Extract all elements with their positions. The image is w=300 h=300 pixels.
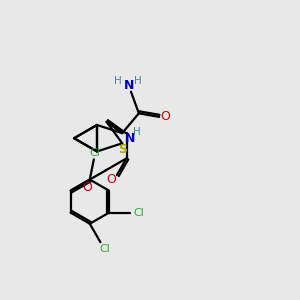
Text: S: S [118,143,127,156]
Text: Cl: Cl [133,208,144,218]
Text: H: H [114,76,122,85]
Text: H: H [133,127,141,136]
Text: N: N [125,132,135,145]
Text: O: O [107,173,117,186]
Text: Cl: Cl [90,148,101,158]
Text: Cl: Cl [99,244,110,254]
Text: O: O [161,110,171,123]
Text: H: H [134,76,141,85]
Text: N: N [124,79,134,92]
Text: O: O [82,181,92,194]
